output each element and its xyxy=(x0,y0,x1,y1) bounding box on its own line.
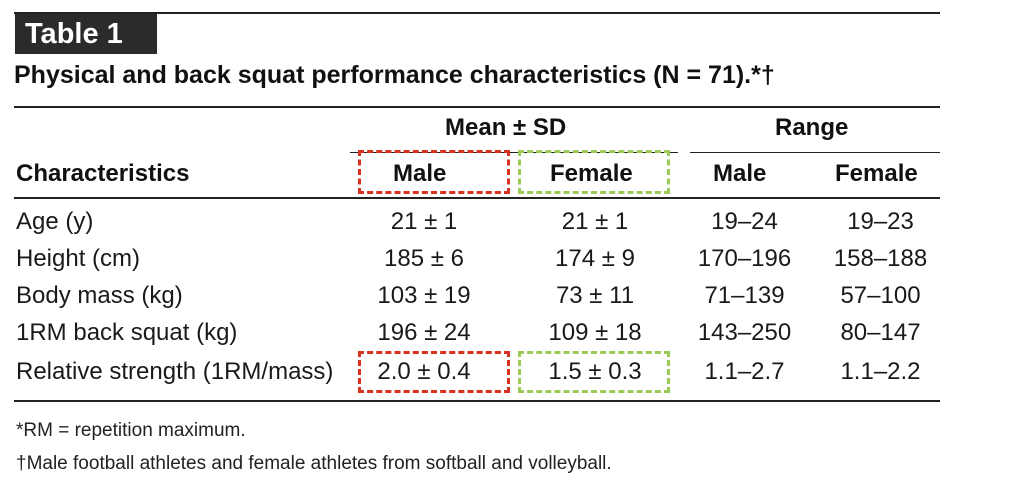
table-title: Physical and back squat performance char… xyxy=(14,61,775,89)
row-label: Body mass (kg) xyxy=(16,282,183,309)
footnote-athletes: †Male football athletes and female athle… xyxy=(16,453,612,474)
row-label: Height (cm) xyxy=(16,245,141,272)
group-header-range: Range xyxy=(775,114,849,141)
cell-mean-male: 2.0 ± 0.4 xyxy=(377,358,471,385)
cell-mean-male: 185 ± 6 xyxy=(384,245,464,272)
cell-mean-male: 21 ± 1 xyxy=(390,208,458,235)
table-row: Body mass (kg) 103 ± 19 73 ± 11 71–139 5… xyxy=(0,278,1021,314)
cell-range-female: 80–147 xyxy=(840,319,921,346)
cell-mean-male: 196 ± 24 xyxy=(377,319,471,346)
cell-mean-female: 1.5 ± 0.3 xyxy=(548,358,642,385)
cell-range-male: 1.1–2.7 xyxy=(704,358,785,385)
cell-range-male: 143–250 xyxy=(697,319,792,346)
row-label: Age (y) xyxy=(16,208,94,235)
table-row: Height (cm) 185 ± 6 174 ± 9 170–196 158–… xyxy=(0,241,1021,277)
table-row: 1RM back squat (kg) 196 ± 24 109 ± 18 14… xyxy=(0,315,1021,351)
cell-mean-female: 109 ± 18 xyxy=(548,319,642,346)
header-rule xyxy=(14,197,940,199)
column-header-characteristics: Characteristics xyxy=(16,160,190,187)
highlight-box-male-relative-strength xyxy=(358,351,510,393)
cell-range-female: 57–100 xyxy=(840,282,921,309)
group-header-mean-sd: Mean ± SD xyxy=(445,114,567,141)
cell-range-male: 71–139 xyxy=(704,282,785,309)
highlight-box-female-relative-strength xyxy=(518,351,670,393)
cell-range-male: 19–24 xyxy=(711,208,778,235)
group-rule-mean-sd xyxy=(350,152,678,153)
footnote-rm: *RM = repetition maximum. xyxy=(16,420,246,441)
cell-mean-female: 174 ± 9 xyxy=(555,245,635,272)
row-label: Relative strength (1RM/mass) xyxy=(16,358,334,385)
table-row: Relative strength (1RM/mass) 2.0 ± 0.4 1… xyxy=(0,354,1021,390)
table-top-rule xyxy=(14,12,940,14)
column-header-range-female: Female xyxy=(835,160,918,187)
column-header-mean-female: Female xyxy=(550,160,633,187)
cell-mean-male: 103 ± 19 xyxy=(377,282,471,309)
table-badge: Table 1 xyxy=(15,14,157,54)
column-header-range-male: Male xyxy=(713,160,767,187)
row-label: 1RM back squat (kg) xyxy=(16,319,238,346)
highlight-box-male-header xyxy=(358,150,510,194)
column-header-mean-male: Male xyxy=(393,160,447,187)
table-bottom-rule xyxy=(14,400,940,402)
cell-range-male: 170–196 xyxy=(697,245,792,272)
title-rule xyxy=(14,106,940,108)
table-row: Age (y) 21 ± 1 21 ± 1 19–24 19–23 xyxy=(0,204,1021,240)
cell-range-female: 19–23 xyxy=(847,208,914,235)
group-rule-range xyxy=(690,152,940,153)
cell-range-female: 1.1–2.2 xyxy=(840,358,921,385)
cell-mean-female: 21 ± 1 xyxy=(561,208,629,235)
cell-range-female: 158–188 xyxy=(833,245,928,272)
cell-mean-female: 73 ± 11 xyxy=(555,282,635,309)
highlight-box-female-header xyxy=(518,150,670,194)
